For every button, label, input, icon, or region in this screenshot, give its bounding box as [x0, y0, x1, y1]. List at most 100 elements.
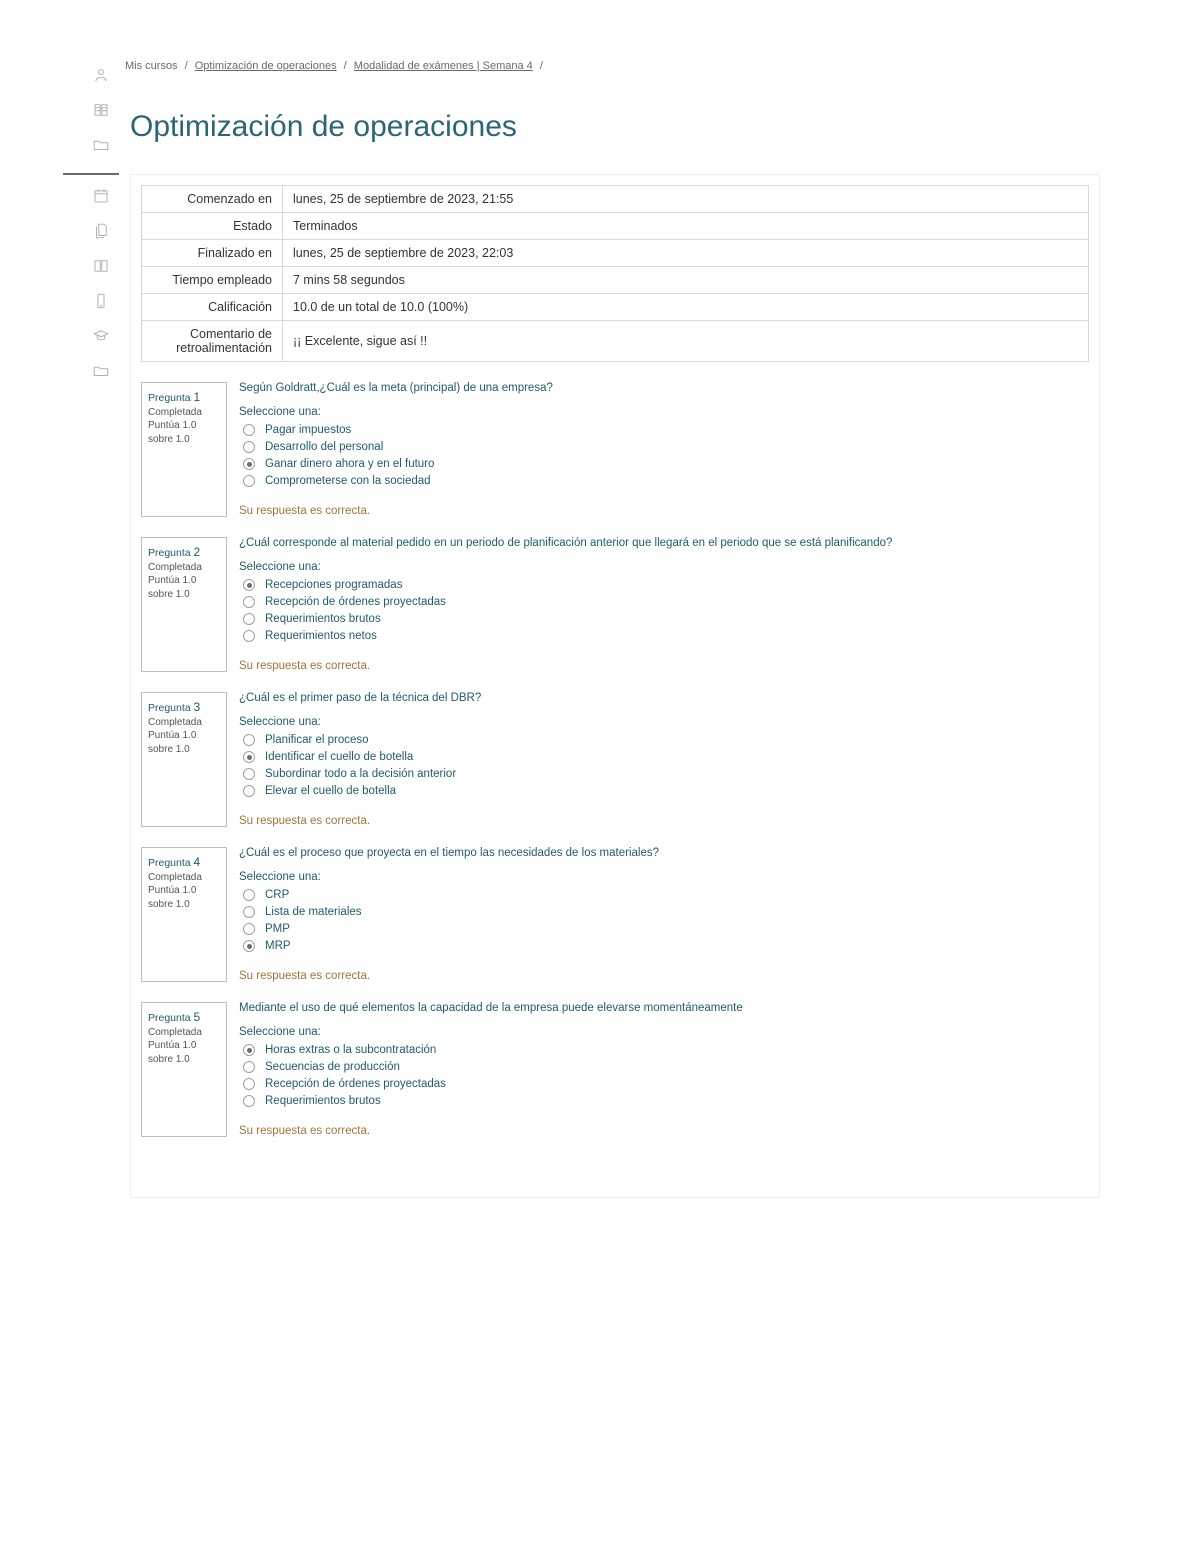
- option-row[interactable]: Lista de materiales: [243, 906, 1089, 918]
- option-row[interactable]: MRP: [243, 940, 1089, 952]
- question-info-panel: Pregunta 4CompletadaPuntúa 1.0sobre 1.0: [141, 847, 227, 982]
- summary-row: EstadoTerminados: [142, 213, 1089, 240]
- nav-active-indicator: [63, 173, 119, 175]
- question-status: Completada: [148, 871, 220, 885]
- breadcrumb-course-link[interactable]: Optimización de operaciones: [195, 60, 337, 72]
- radio-button[interactable]: [243, 596, 255, 608]
- radio-button[interactable]: [243, 734, 255, 746]
- radio-button[interactable]: [243, 751, 255, 763]
- summary-value: lunes, 25 de septiembre de 2023, 21:55: [283, 186, 1089, 213]
- option-row[interactable]: CRP: [243, 889, 1089, 901]
- summary-row: Calificación10.0 de un total de 10.0 (10…: [142, 294, 1089, 321]
- option-row[interactable]: Horas extras o la subcontratación: [243, 1044, 1089, 1056]
- question-label: Pregunta: [148, 1012, 194, 1024]
- summary-label: Comenzado en: [142, 186, 283, 213]
- summary-label: Calificación: [142, 294, 283, 321]
- summary-value: Terminados: [283, 213, 1089, 240]
- question-text: ¿Cuál corresponde al material pedido en …: [239, 537, 1089, 549]
- question-label: Pregunta: [148, 392, 194, 404]
- radio-button[interactable]: [243, 630, 255, 642]
- option-row[interactable]: Recepción de órdenes proyectadas: [243, 1078, 1089, 1090]
- radio-button[interactable]: [243, 785, 255, 797]
- question-score: Puntúa 1.0: [148, 419, 220, 433]
- summary-label: Estado: [142, 213, 283, 240]
- option-label: Desarrollo del personal: [265, 441, 383, 453]
- question-text: Según Goldratt,¿Cuál es la meta (princip…: [239, 382, 1089, 394]
- option-row[interactable]: Planificar el proceso: [243, 734, 1089, 746]
- question-label: Pregunta: [148, 702, 194, 714]
- question-status: Completada: [148, 406, 220, 420]
- question-body: ¿Cuál es el proceso que proyecta en el t…: [239, 847, 1089, 982]
- option-row[interactable]: Secuencias de producción: [243, 1061, 1089, 1073]
- option-row[interactable]: Requerimientos brutos: [243, 1095, 1089, 1107]
- options-list: Planificar el proceso Identificar el cuel…: [243, 734, 1089, 797]
- radio-button[interactable]: [243, 424, 255, 436]
- radio-button[interactable]: [243, 579, 255, 591]
- question-body: Mediante el uso de qué elementos la capa…: [239, 1002, 1089, 1137]
- radio-button[interactable]: [243, 1061, 255, 1073]
- question-text: Mediante el uso de qué elementos la capa…: [239, 1002, 1089, 1014]
- option-row[interactable]: Desarrollo del personal: [243, 441, 1089, 453]
- option-row[interactable]: Requerimientos brutos: [243, 613, 1089, 625]
- question-score-max: sobre 1.0: [148, 898, 220, 912]
- radio-button[interactable]: [243, 940, 255, 952]
- folder2-icon[interactable]: [92, 362, 110, 383]
- summary-row: Comentario de retroalimentación¡¡ Excele…: [142, 321, 1089, 362]
- option-row[interactable]: Identificar el cuello de botella: [243, 751, 1089, 763]
- radio-button[interactable]: [243, 768, 255, 780]
- summary-value: 7 mins 58 segundos: [283, 267, 1089, 294]
- radio-button[interactable]: [243, 475, 255, 487]
- question-body: Según Goldratt,¿Cuál es la meta (princip…: [239, 382, 1089, 517]
- question-score: Puntúa 1.0: [148, 884, 220, 898]
- breadcrumb: Mis cursos / Optimización de operaciones…: [125, 60, 1100, 72]
- question-body: ¿Cuál es el primer paso de la técnica de…: [239, 692, 1089, 827]
- option-label: Requerimientos netos: [265, 630, 377, 642]
- option-label: CRP: [265, 889, 289, 901]
- select-one-prompt: Seleccione una:: [239, 1026, 1089, 1038]
- answer-feedback: Su respuesta es correcta.: [239, 970, 1089, 982]
- option-label: Requerimientos brutos: [265, 613, 381, 625]
- option-label: Lista de materiales: [265, 906, 362, 918]
- radio-button[interactable]: [243, 441, 255, 453]
- answer-feedback: Su respuesta es correcta.: [239, 505, 1089, 517]
- radio-button[interactable]: [243, 613, 255, 625]
- radio-button[interactable]: [243, 1044, 255, 1056]
- option-row[interactable]: Elevar el cuello de botella: [243, 785, 1089, 797]
- library-icon[interactable]: [92, 257, 110, 278]
- summary-value: 10.0 de un total de 10.0 (100%): [283, 294, 1089, 321]
- question-score-max: sobre 1.0: [148, 1053, 220, 1067]
- radio-button[interactable]: [243, 1095, 255, 1107]
- quiz-content: Comenzado enlunes, 25 de septiembre de 2…: [130, 174, 1100, 1198]
- option-row[interactable]: Requerimientos netos: [243, 630, 1089, 642]
- breadcrumb-section-link[interactable]: Modalidad de exámenes | Semana 4: [354, 60, 533, 72]
- options-list: Horas extras o la subcontratación Secuenc…: [243, 1044, 1089, 1107]
- option-row[interactable]: PMP: [243, 923, 1089, 935]
- radio-button[interactable]: [243, 923, 255, 935]
- option-row[interactable]: Ganar dinero ahora y en el futuro: [243, 458, 1089, 470]
- users-icon[interactable]: [92, 66, 110, 87]
- option-row[interactable]: Comprometerse con la sociedad: [243, 475, 1089, 487]
- question-number: 1: [194, 390, 201, 404]
- options-list: CRP Lista de materiales PMP MRP: [243, 889, 1089, 952]
- question-score-max: sobre 1.0: [148, 433, 220, 447]
- radio-button[interactable]: [243, 1078, 255, 1090]
- radio-button[interactable]: [243, 889, 255, 901]
- question-score: Puntúa 1.0: [148, 574, 220, 588]
- option-row[interactable]: Pagar impuestos: [243, 424, 1089, 436]
- option-row[interactable]: Subordinar todo a la decisión anterior: [243, 768, 1089, 780]
- option-row[interactable]: Recepción de órdenes proyectadas: [243, 596, 1089, 608]
- book-icon[interactable]: [92, 101, 110, 122]
- option-row[interactable]: Recepciones programadas: [243, 579, 1089, 591]
- files-icon[interactable]: [92, 222, 110, 243]
- folder-icon[interactable]: [92, 136, 110, 157]
- radio-button[interactable]: [243, 906, 255, 918]
- question-number: 2: [194, 545, 201, 559]
- radio-button[interactable]: [243, 458, 255, 470]
- select-one-prompt: Seleccione una:: [239, 716, 1089, 728]
- calendar-icon[interactable]: [92, 187, 110, 208]
- breadcrumb-root: Mis cursos: [125, 60, 178, 72]
- mobile-icon[interactable]: [92, 292, 110, 313]
- option-label: Ganar dinero ahora y en el futuro: [265, 458, 434, 470]
- question-body: ¿Cuál corresponde al material pedido en …: [239, 537, 1089, 672]
- graduation-icon[interactable]: [92, 327, 110, 348]
